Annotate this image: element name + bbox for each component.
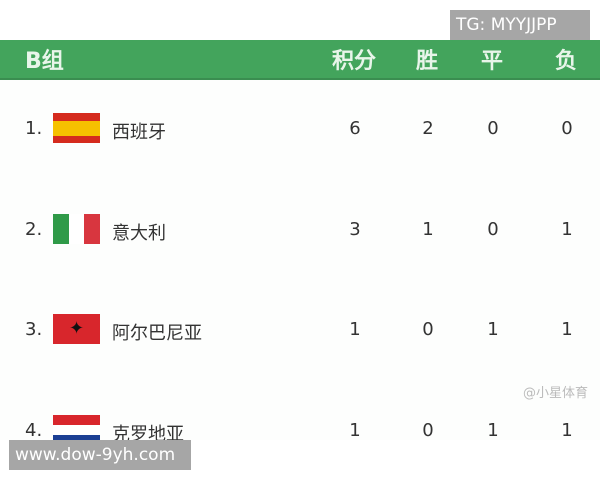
draws: 0	[487, 118, 499, 139]
losses: 1	[561, 420, 573, 440]
table-row: 1. 西班牙 6 2 0 0	[0, 110, 600, 150]
croatia-flag-icon	[53, 415, 100, 440]
draws: 1	[487, 420, 499, 440]
wins: 2	[422, 118, 434, 139]
points: 6	[349, 118, 361, 139]
group-label: B组	[25, 49, 64, 74]
team-name: 意大利	[112, 223, 166, 244]
rank: 3.	[25, 319, 43, 340]
italy-flag-icon	[53, 214, 100, 244]
spain-flag-icon	[53, 113, 100, 143]
wins: 0	[422, 420, 434, 440]
loss-header: 负	[555, 49, 578, 74]
points: 1	[349, 420, 361, 440]
wins: 1	[422, 219, 434, 240]
bottom-watermark: www.dow-9yh.com	[9, 440, 191, 470]
losses: 0	[561, 118, 573, 139]
points: 1	[349, 319, 361, 340]
team-name: 阿尔巴尼亚	[112, 323, 202, 344]
albania-flag-icon: ✦	[53, 314, 100, 344]
rank: 1.	[25, 118, 43, 139]
draws: 0	[487, 219, 499, 240]
team-name: 西班牙	[112, 122, 166, 143]
table-row: 2. 意大利 3 1 0 1	[0, 211, 600, 251]
losses: 1	[561, 319, 573, 340]
top-watermark: TG: MYYJJPP	[450, 10, 590, 40]
source-credit: @小星体育	[522, 386, 588, 401]
table-row: 4. 克罗地亚 1 0 1 1	[0, 412, 600, 440]
rank: 2.	[25, 219, 43, 240]
table-row: 3. ✦ 阿尔巴尼亚 1 0 1 1	[0, 311, 600, 351]
standings-table: 1. 西班牙 6 2 0 0 2. 意大利 3 1 0 1 3. ✦ 阿尔巴尼亚…	[0, 80, 600, 440]
win-header: 胜	[416, 49, 439, 74]
draw-header: 平	[481, 49, 504, 74]
table-header: B组 积分 胜 平 负	[0, 40, 600, 80]
team-name: 克罗地亚	[112, 424, 184, 440]
losses: 1	[561, 219, 573, 240]
points-header: 积分	[332, 49, 377, 74]
rank: 4.	[25, 420, 43, 440]
draws: 1	[487, 319, 499, 340]
wins: 0	[422, 319, 434, 340]
points: 3	[349, 219, 361, 240]
